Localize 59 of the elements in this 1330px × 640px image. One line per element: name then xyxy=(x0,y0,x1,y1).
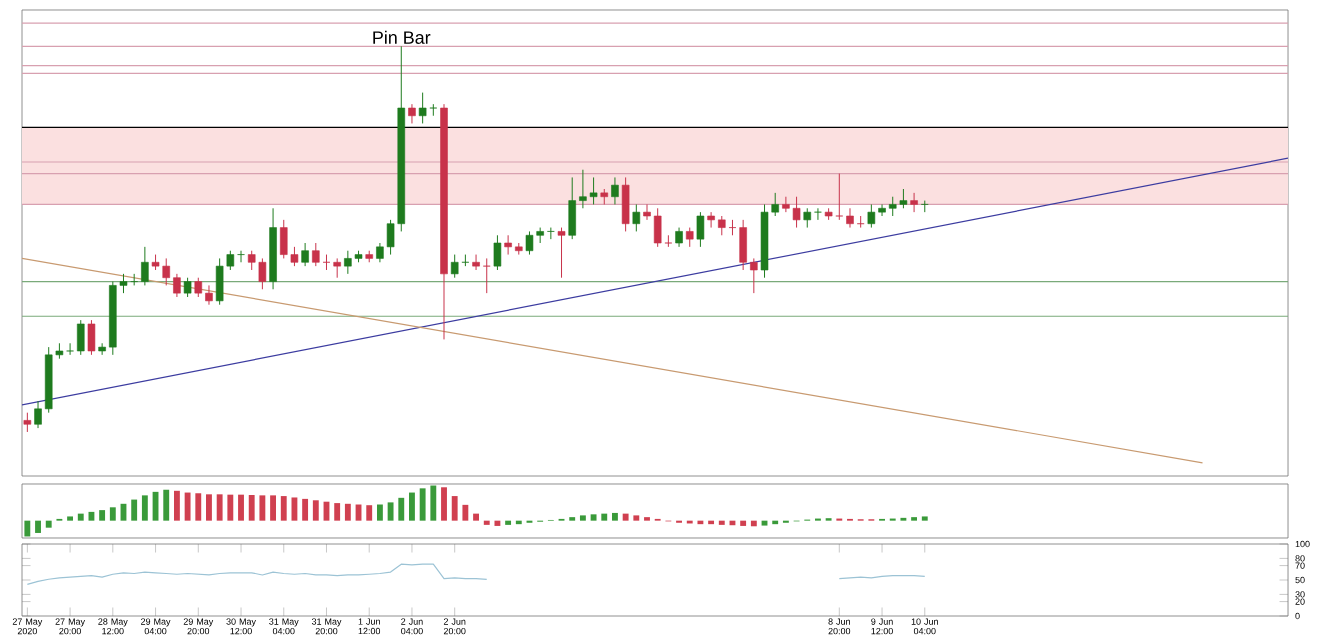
bar xyxy=(462,504,469,521)
bar xyxy=(24,520,31,537)
candlestick xyxy=(557,227,566,279)
bar xyxy=(750,520,757,527)
bar xyxy=(163,489,170,521)
bar xyxy=(612,512,618,521)
bar xyxy=(398,497,405,521)
candlestick xyxy=(408,103,416,124)
candlestick xyxy=(87,319,96,356)
bar xyxy=(579,515,586,521)
annotation: Pin Bar xyxy=(373,30,431,44)
candlestick xyxy=(685,227,694,248)
candlestick xyxy=(632,203,641,232)
bar xyxy=(312,500,319,521)
candlestick xyxy=(183,277,192,298)
bar xyxy=(622,513,629,521)
bar xyxy=(173,490,180,521)
candlestick xyxy=(675,227,683,248)
candlestick xyxy=(493,234,502,271)
bar xyxy=(195,493,202,521)
candlestick xyxy=(301,242,309,267)
bar xyxy=(430,485,437,521)
bar xyxy=(387,502,394,521)
candlestick xyxy=(696,211,705,248)
bar xyxy=(184,492,191,521)
bar xyxy=(259,495,266,521)
candlestick xyxy=(910,192,918,213)
bar xyxy=(441,487,447,521)
bar xyxy=(740,520,747,526)
bar xyxy=(77,513,84,521)
bar xyxy=(216,494,223,521)
bar xyxy=(302,498,309,521)
bar xyxy=(109,507,116,521)
bar xyxy=(409,492,415,521)
candlestick xyxy=(23,412,32,433)
bar xyxy=(99,510,106,521)
bar xyxy=(601,513,608,521)
candlestick xyxy=(621,176,630,232)
bar xyxy=(206,494,212,521)
bar xyxy=(280,496,287,521)
bar xyxy=(35,520,41,533)
bar xyxy=(633,515,640,521)
bar xyxy=(248,495,255,521)
bar xyxy=(141,495,148,521)
bar xyxy=(334,503,341,521)
bar xyxy=(376,504,383,521)
bar xyxy=(238,494,244,521)
bar xyxy=(270,495,277,521)
bar xyxy=(473,513,479,521)
bar xyxy=(590,514,597,521)
bar xyxy=(344,503,351,521)
bar xyxy=(366,505,373,521)
bar xyxy=(419,488,426,521)
bar xyxy=(494,520,501,526)
bar xyxy=(131,499,138,521)
bar xyxy=(451,496,458,521)
bar xyxy=(227,494,234,521)
candlestick xyxy=(611,176,619,205)
bar xyxy=(45,520,52,528)
